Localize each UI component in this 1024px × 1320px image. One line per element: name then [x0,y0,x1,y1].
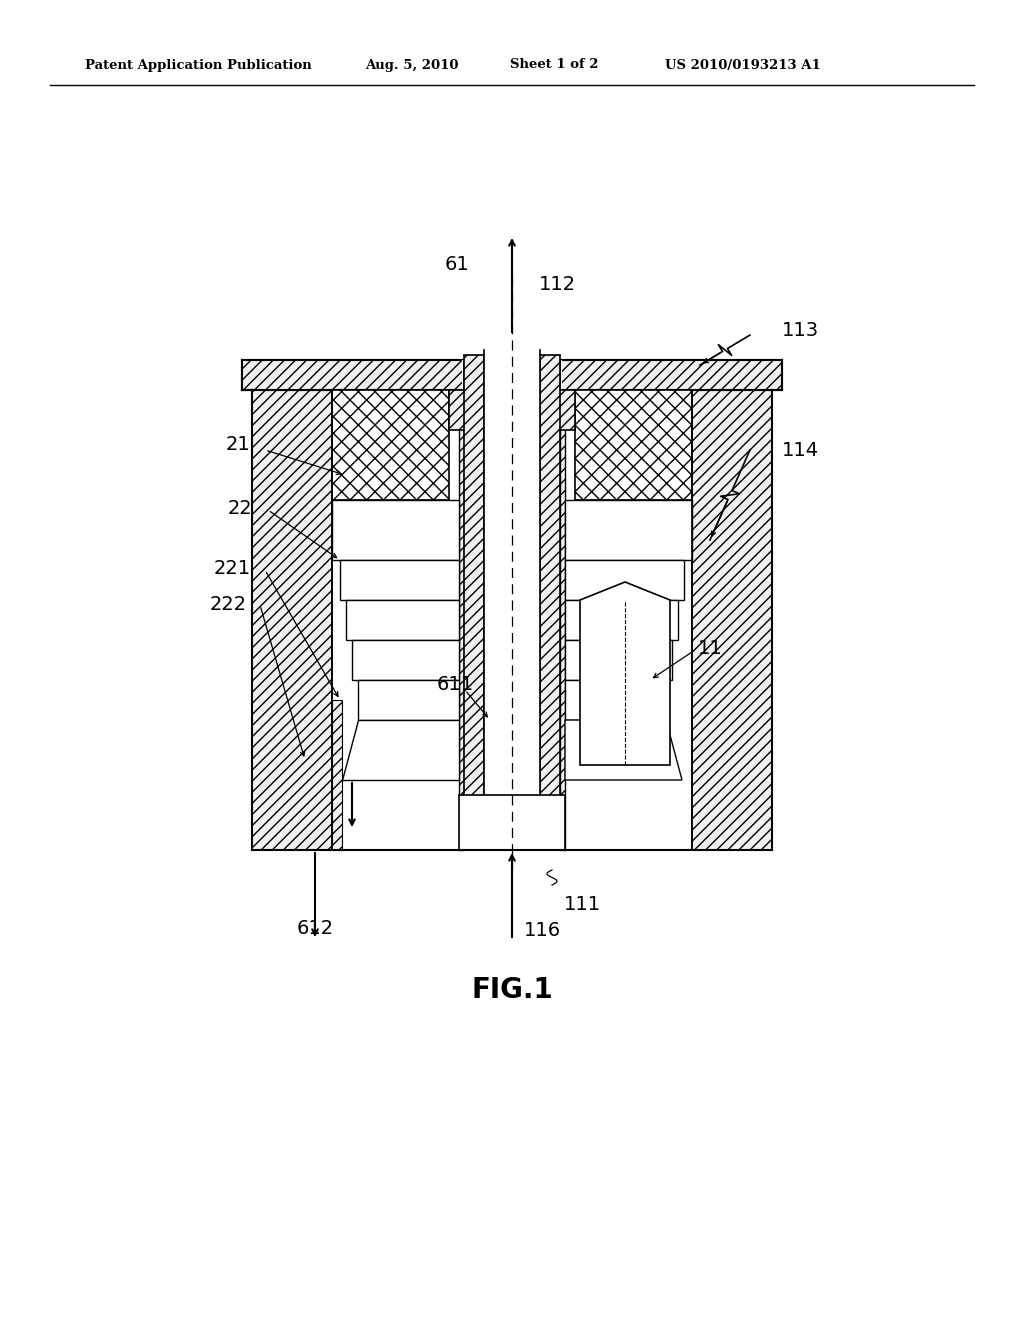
Bar [565,500,692,560]
Bar [332,500,459,560]
Bar [242,360,782,389]
Bar [692,389,772,850]
Bar [462,360,562,389]
Text: 221: 221 [213,558,251,578]
Text: 612: 612 [296,919,334,937]
Bar [352,640,459,680]
Bar [464,360,484,389]
Text: 21: 21 [225,436,251,454]
Bar [332,700,342,850]
Bar [565,560,684,601]
Text: 222: 222 [210,594,247,614]
Polygon shape [565,719,682,780]
Bar [346,601,459,640]
Text: 111: 111 [563,895,600,915]
Text: 113: 113 [781,321,818,339]
Text: Patent Application Publication: Patent Application Publication [85,58,311,71]
Text: US 2010/0193213 A1: US 2010/0193213 A1 [665,58,821,71]
Text: FIG.1: FIG.1 [471,975,553,1005]
Bar [459,795,565,850]
Text: Sheet 1 of 2: Sheet 1 of 2 [510,58,598,71]
Polygon shape [342,719,459,780]
Text: 112: 112 [539,276,575,294]
Bar [484,355,540,850]
Text: 116: 116 [523,920,560,940]
Bar [449,389,575,430]
Bar [332,389,449,500]
Bar [560,389,565,850]
Bar [340,560,459,601]
Bar [540,360,560,389]
Bar [565,680,666,719]
Bar [464,355,484,850]
Bar [358,680,459,719]
Text: 11: 11 [697,639,722,657]
Bar [565,640,672,680]
Bar [540,355,560,850]
Polygon shape [580,582,670,766]
Text: 22: 22 [227,499,252,517]
Text: 61: 61 [444,256,469,275]
Text: Aug. 5, 2010: Aug. 5, 2010 [365,58,459,71]
Bar [252,389,772,850]
Bar [459,389,464,850]
Bar [252,389,332,850]
Text: 114: 114 [781,441,818,459]
Bar [565,601,678,640]
Bar [575,389,692,500]
Bar [484,389,540,430]
Text: 611: 611 [436,676,473,694]
